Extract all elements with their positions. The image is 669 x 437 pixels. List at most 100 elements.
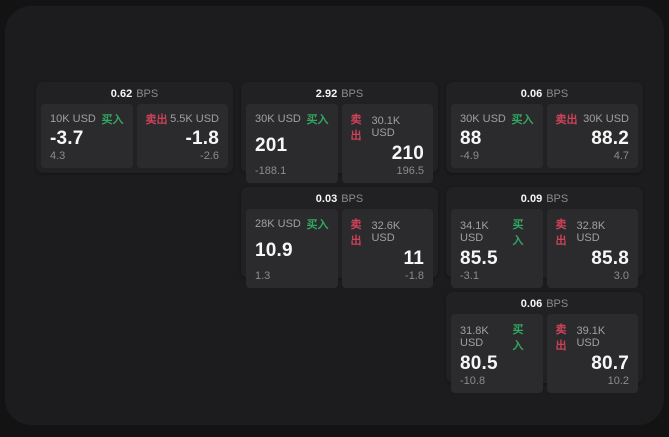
card-header: 0.06 BPS bbox=[451, 295, 638, 314]
card-body: 34.1K USD 买入 85.5 -3.1 卖出 32.8K USD 85.8… bbox=[451, 209, 638, 288]
card-body: 31.8K USD 买入 80.5 -10.8 卖出 39.1K USD 80.… bbox=[451, 314, 638, 393]
sell-amount: 39.1K USD bbox=[576, 325, 606, 349]
buy-tile-top: 30K USD 买入 bbox=[255, 111, 329, 127]
bps-unit-label: BPS bbox=[546, 298, 569, 310]
buy-tile[interactable]: 30K USD 买入 88 -4.9 bbox=[451, 104, 543, 168]
bps-unit-label: BPS bbox=[546, 193, 569, 205]
card-body: 10K USD 买入 -3.7 4.3 卖出 5.5K USD -1.8 -2.… bbox=[41, 104, 228, 168]
buy-tile-top: 30K USD 买入 bbox=[460, 111, 534, 127]
sell-value: 11 bbox=[403, 248, 424, 269]
card-header: 0.03 BPS bbox=[246, 190, 433, 209]
sell-amount: 5.5K USD bbox=[170, 113, 219, 125]
sell-value: 88.2 bbox=[591, 127, 629, 149]
sell-value: -1.8 bbox=[185, 127, 219, 149]
sell-delta: 4.7 bbox=[613, 150, 629, 162]
sell-label: 卖出 bbox=[350, 219, 362, 247]
sell-amount: 30.1K USD bbox=[371, 115, 401, 139]
sell-tile-top: 卖出 30K USD bbox=[556, 111, 630, 127]
buy-value: -3.7 bbox=[50, 127, 84, 149]
buy-tile-top: 31.8K USD 买入 bbox=[460, 321, 534, 353]
buy-label: 买入 bbox=[306, 219, 329, 231]
sell-tile-top: 卖出 32.6K USD bbox=[351, 216, 425, 248]
bps-value: 0.09 bbox=[520, 193, 543, 205]
sell-delta: 10.2 bbox=[607, 375, 629, 387]
bps-unit-label: BPS bbox=[546, 88, 569, 100]
sell-tile-top: 卖出 30.1K USD bbox=[351, 111, 425, 143]
card-body: 28K USD 买入 10.9 1.3 卖出 32.6K USD 11 -1.8 bbox=[246, 209, 433, 288]
quote-card: 2.92 BPS 30K USD 买入 201 -188.1 卖出 30.1K … bbox=[241, 82, 438, 183]
card-header: 0.06 BPS bbox=[451, 85, 638, 104]
buy-label: 买入 bbox=[101, 114, 124, 126]
quote-card: 0.09 BPS 34.1K USD 买入 85.5 -3.1 卖出 32.8K… bbox=[446, 187, 643, 288]
buy-delta: -4.9 bbox=[460, 150, 479, 162]
buy-label: 买入 bbox=[511, 114, 534, 126]
buy-amount: 28K USD bbox=[255, 218, 301, 230]
sell-amount: 30K USD bbox=[583, 113, 629, 125]
sell-value: 210 bbox=[391, 143, 424, 164]
sell-tile[interactable]: 卖出 30.1K USD 210 196.5 bbox=[341, 104, 433, 183]
card-body: 30K USD 买入 201 -188.1 卖出 30.1K USD 210 1… bbox=[246, 104, 433, 183]
buy-delta: -3.1 bbox=[460, 270, 479, 282]
sell-delta: 3.0 bbox=[613, 270, 629, 282]
bps-value: 0.62 bbox=[110, 88, 133, 100]
bps-unit-label: BPS bbox=[341, 193, 364, 205]
bps-value: 2.92 bbox=[315, 88, 338, 100]
buy-delta: -188.1 bbox=[255, 165, 287, 177]
sell-label: 卖出 bbox=[145, 114, 168, 126]
buy-amount: 31.8K USD bbox=[460, 325, 489, 349]
sell-tile[interactable]: 卖出 5.5K USD -1.8 -2.6 bbox=[136, 104, 228, 168]
bps-value: 0.06 bbox=[520, 298, 543, 310]
sell-value: 85.8 bbox=[591, 248, 629, 269]
buy-tile-top: 34.1K USD 买入 bbox=[460, 216, 534, 248]
sell-amount: 32.8K USD bbox=[576, 220, 606, 244]
card-header: 0.09 BPS bbox=[451, 190, 638, 209]
sell-tile-top: 卖出 5.5K USD bbox=[146, 111, 220, 127]
buy-tile[interactable]: 31.8K USD 买入 80.5 -10.8 bbox=[451, 314, 543, 393]
buy-tile-top: 10K USD 买入 bbox=[50, 111, 124, 127]
buy-value: 85.5 bbox=[460, 248, 498, 269]
sell-tile-top: 卖出 32.8K USD bbox=[556, 216, 630, 248]
bps-value: 0.06 bbox=[520, 88, 543, 100]
quote-card: 0.62 BPS 10K USD 买入 -3.7 4.3 卖出 5.5K USD… bbox=[36, 82, 233, 173]
buy-amount: 30K USD bbox=[460, 113, 506, 125]
buy-label: 买入 bbox=[512, 324, 524, 352]
buy-tile-top: 28K USD 买入 bbox=[255, 216, 329, 232]
buy-tile[interactable]: 10K USD 买入 -3.7 4.3 bbox=[41, 104, 133, 168]
sell-tile-top: 卖出 39.1K USD bbox=[556, 321, 630, 353]
buy-label: 买入 bbox=[512, 219, 524, 247]
sell-tile[interactable]: 卖出 30K USD 88.2 4.7 bbox=[546, 104, 638, 168]
bps-value: 0.03 bbox=[315, 193, 338, 205]
sell-label: 卖出 bbox=[555, 219, 567, 247]
sell-delta: -1.8 bbox=[405, 270, 424, 282]
buy-tile[interactable]: 34.1K USD 买入 85.5 -3.1 bbox=[451, 209, 543, 288]
buy-tile[interactable]: 30K USD 买入 201 -188.1 bbox=[246, 104, 338, 183]
quote-card: 0.06 BPS 30K USD 买入 88 -4.9 卖出 30K USD 8… bbox=[446, 82, 643, 173]
buy-value: 80.5 bbox=[460, 353, 498, 374]
buy-amount: 10K USD bbox=[50, 113, 96, 125]
quote-card: 0.03 BPS 28K USD 买入 10.9 1.3 卖出 32.6K US… bbox=[241, 187, 438, 288]
sell-value: 80.7 bbox=[591, 353, 629, 374]
bps-unit-label: BPS bbox=[136, 88, 159, 100]
cards-grid: 0.62 BPS 10K USD 买入 -3.7 4.3 卖出 5.5K USD… bbox=[36, 82, 643, 393]
buy-delta: -10.8 bbox=[460, 375, 486, 387]
sell-tile[interactable]: 卖出 32.8K USD 85.8 3.0 bbox=[546, 209, 638, 288]
buy-value: 88 bbox=[460, 127, 482, 149]
card-body: 30K USD 买入 88 -4.9 卖出 30K USD 88.2 4.7 bbox=[451, 104, 638, 168]
main-panel: 0.62 BPS 10K USD 买入 -3.7 4.3 卖出 5.5K USD… bbox=[5, 6, 664, 425]
sell-label: 卖出 bbox=[555, 114, 578, 126]
buy-value: 10.9 bbox=[255, 240, 293, 261]
buy-label: 买入 bbox=[306, 114, 329, 126]
buy-amount: 30K USD bbox=[255, 113, 301, 125]
sell-delta: -2.6 bbox=[200, 150, 219, 162]
sell-tile[interactable]: 卖出 32.6K USD 11 -1.8 bbox=[341, 209, 433, 288]
bps-unit-label: BPS bbox=[341, 88, 364, 100]
sell-label: 卖出 bbox=[350, 114, 362, 142]
buy-tile[interactable]: 28K USD 买入 10.9 1.3 bbox=[246, 209, 338, 288]
card-header: 2.92 BPS bbox=[246, 85, 433, 104]
buy-delta: 1.3 bbox=[255, 270, 271, 282]
sell-tile[interactable]: 卖出 39.1K USD 80.7 10.2 bbox=[546, 314, 638, 393]
quote-card: 0.06 BPS 31.8K USD 买入 80.5 -10.8 卖出 39.1… bbox=[446, 292, 643, 393]
sell-amount: 32.6K USD bbox=[371, 220, 401, 244]
buy-amount: 34.1K USD bbox=[460, 220, 489, 244]
buy-value: 201 bbox=[255, 135, 288, 156]
